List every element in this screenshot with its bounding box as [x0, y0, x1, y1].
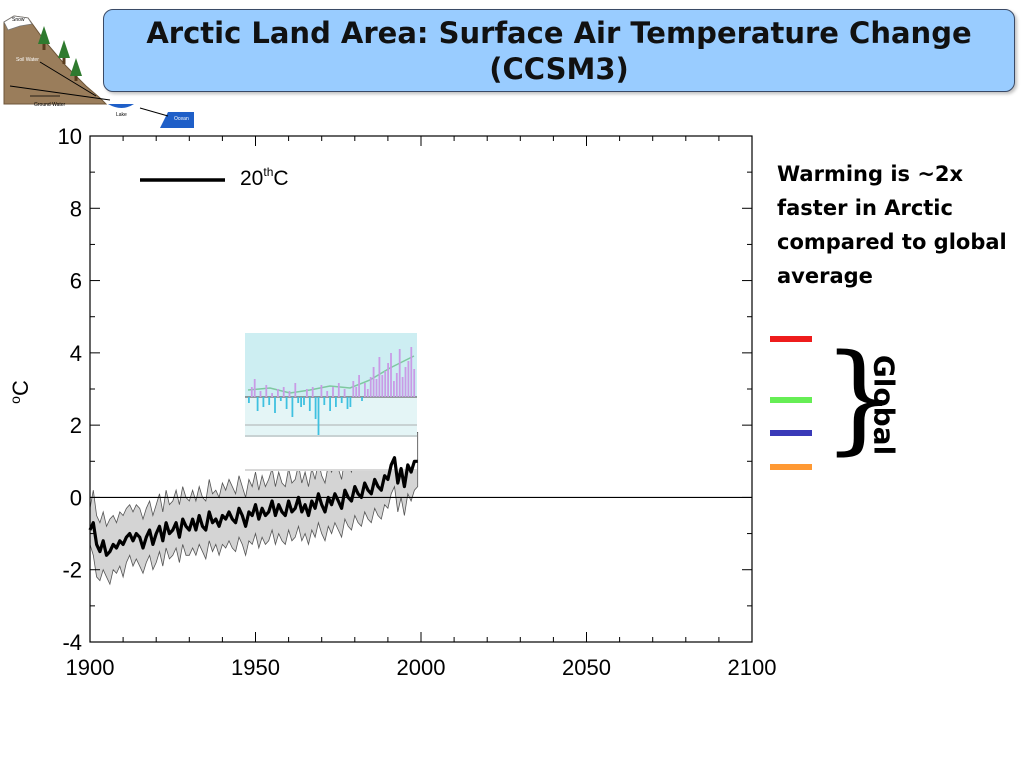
- inset-bar: [317, 397, 320, 435]
- global-marker-blue: [770, 430, 812, 436]
- y-axis-label: oC: [7, 380, 33, 404]
- observed-temperature-anomaly-bars-icon: [245, 333, 417, 471]
- inset-bar: [288, 391, 291, 397]
- inset-bar: [343, 389, 346, 397]
- x-tick-label: 2100: [728, 655, 777, 680]
- inset-bar: [355, 387, 358, 397]
- thumb-label-lake: Lake: [116, 112, 127, 118]
- series-line-20thc: [88, 456, 418, 557]
- inset-bar: [323, 397, 326, 405]
- thumb-label-ocean: Ocean: [174, 116, 189, 122]
- inset-bar: [306, 389, 308, 397]
- inset-bar: [352, 381, 355, 397]
- y-tick-label: -2: [62, 558, 82, 583]
- inset-bar: [311, 387, 314, 397]
- inset-bar: [390, 353, 392, 397]
- inset-bar: [256, 397, 259, 411]
- inset-bar: [308, 397, 311, 411]
- x-tick-label: 1950: [231, 655, 280, 680]
- y-tick-label: 2: [70, 413, 82, 438]
- y-tick-label: 6: [70, 269, 82, 294]
- inset-bar: [297, 397, 300, 403]
- title-box: Arctic Land Area: Surface Air Temperatur…: [103, 9, 1015, 92]
- inset-bar: [404, 367, 407, 397]
- tick-labels-layer: 1900 1950 2000 2050 2100 10 8 6 4 2 0 -2 -4: [58, 124, 777, 680]
- global-label: Global: [867, 354, 901, 456]
- inset-bar: [346, 397, 349, 409]
- inset-bar: [274, 397, 276, 413]
- inset-bar: [358, 375, 360, 397]
- inset-bar: [250, 387, 253, 397]
- inset-bar: [375, 379, 378, 397]
- inset-bar: [364, 383, 366, 397]
- inset-bar: [335, 397, 337, 407]
- inset-bar: [395, 373, 398, 397]
- warming-note: Warming is ~2x faster in Arctic compared…: [777, 162, 1007, 288]
- inset-bar: [387, 363, 389, 397]
- y-tick-label: 0: [70, 485, 82, 510]
- x-tick-label: 2050: [562, 655, 611, 680]
- inset-bar: [410, 347, 413, 397]
- inset-bar: [369, 377, 372, 397]
- inset-bar: [314, 397, 317, 419]
- plot-frame: [89, 135, 753, 643]
- inset-bar: [277, 389, 279, 397]
- inset-bar: [378, 357, 381, 397]
- inset-bar: [291, 397, 294, 417]
- x-tick-label: 1900: [66, 655, 115, 680]
- chart-legend: 20thC: [140, 165, 354, 194]
- axes-layer: [89, 135, 753, 643]
- inset-bar: [407, 361, 410, 397]
- inset-bar: [361, 397, 363, 401]
- y-tick-label: 4: [70, 341, 82, 366]
- y-tick-label: -4: [62, 630, 82, 655]
- inset-bar: [300, 397, 302, 407]
- inset-bar: [262, 397, 265, 407]
- water-cycle-diagram-icon: Snow Soil Water Ground Water Lake Ocean: [3, 15, 194, 128]
- inset-bar: [265, 385, 268, 397]
- series-layer: [88, 456, 418, 557]
- inset-bar: [326, 391, 329, 397]
- inset-bar: [340, 397, 343, 403]
- inset-bar: [282, 387, 285, 397]
- inset-bar: [332, 387, 334, 397]
- global-marker-orange: [770, 464, 812, 470]
- inset-bar: [279, 397, 282, 401]
- thumb-label-ground-water: Ground Water: [34, 102, 66, 108]
- y-tick-label: 8: [70, 196, 82, 221]
- inset-bar: [271, 393, 273, 397]
- thumb-label-soil-water: Soil Water: [16, 57, 39, 63]
- inset-bar: [259, 391, 262, 397]
- inset-bar: [248, 397, 250, 403]
- inset-bar: [268, 397, 271, 405]
- inset-bar: [285, 397, 288, 409]
- slide-title: Arctic Land Area: Surface Air Temperatur…: [146, 15, 972, 86]
- inset-bar: [253, 379, 256, 397]
- inset-bar: [337, 383, 340, 397]
- inset-bar: [303, 397, 305, 405]
- x-tick-label: 2000: [397, 655, 446, 680]
- inset-bar: [413, 369, 416, 397]
- inset-bar: [401, 377, 404, 397]
- thumb-label-snow: Snow: [12, 17, 25, 23]
- inset-bar: [294, 383, 297, 397]
- y-tick-label: 10: [58, 124, 82, 149]
- inset-bar: [398, 349, 401, 397]
- inset-bar: [381, 375, 384, 397]
- inset-bar: [393, 381, 395, 397]
- inset-bar: [349, 397, 352, 407]
- global-marker-green: [770, 397, 812, 403]
- global-marker-red: [770, 336, 812, 342]
- inset-bar: [320, 385, 323, 397]
- brace-icon: }: [822, 328, 898, 466]
- inset-bar: [366, 389, 369, 397]
- inset-bar: [372, 367, 375, 397]
- inset-bar: [329, 397, 331, 411]
- legend-label-20thc: 20thC: [240, 165, 289, 190]
- inset-bar: [384, 371, 387, 397]
